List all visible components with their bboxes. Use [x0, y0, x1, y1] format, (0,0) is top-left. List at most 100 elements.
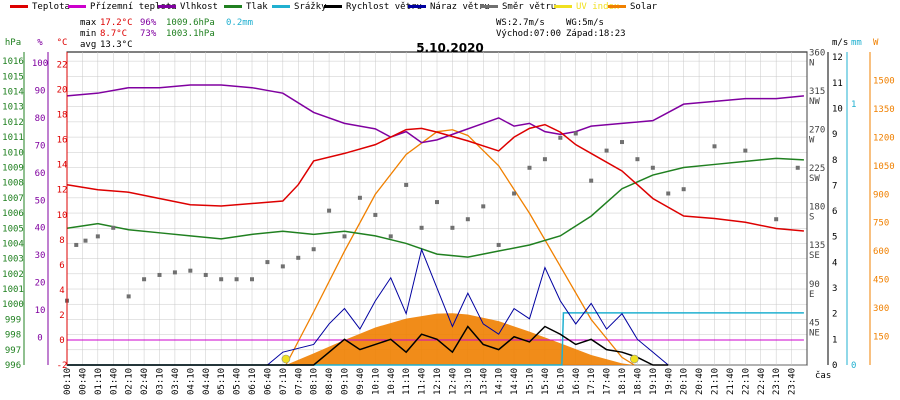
wind-dir-point: [419, 225, 424, 230]
legend-label: Přízemní teplota: [90, 2, 177, 12]
wind-dir-point: [589, 178, 594, 183]
legend-swatch: [408, 5, 426, 8]
ms-axis-tick-label: 9: [832, 130, 837, 140]
pct-axis-tick-label: 40: [35, 224, 46, 234]
legend-swatch: [324, 5, 342, 8]
x-tick-label: 05:10: [217, 368, 227, 395]
x-tick-label: 12:40: [448, 368, 458, 395]
stat-min-hum: 73%: [140, 29, 157, 39]
wind-dir-point: [712, 144, 717, 149]
series-wind-speed: [67, 325, 669, 366]
temp-axis-tick-label: -2: [57, 361, 68, 371]
mm-axis-tick-label: 0: [851, 361, 856, 371]
w-axis-tick-label: 750: [873, 219, 889, 229]
dir-axis-tick-label: 315: [809, 87, 825, 97]
ms-axis-tick-label: 11: [832, 79, 843, 89]
dir-axis-tick-label: 225: [809, 164, 825, 174]
pct-axis-tick-label: 50: [35, 196, 46, 206]
legend-swatch: [608, 5, 626, 8]
x-tick-label: 02:10: [125, 368, 135, 395]
stat-min-press: 1003.1hPa: [166, 29, 215, 39]
wind-dir-point: [542, 157, 547, 162]
temp-axis-tick-label: 10: [57, 211, 68, 221]
hpa-axis-tick-label: 1004: [2, 239, 24, 249]
hpa-axis-tick-label: 1010: [2, 148, 24, 158]
wind-dir-point: [74, 242, 79, 247]
wind-dir-point: [604, 148, 609, 153]
temp-axis-label: °C: [57, 38, 68, 48]
ms-axis-tick-label: 2: [832, 310, 837, 320]
x-axis-label: čas: [815, 370, 831, 381]
pct-axis-tick-label: 80: [35, 114, 46, 124]
pct-axis-tick-label: 70: [35, 141, 46, 151]
wind-dir-point: [795, 165, 800, 170]
ms-axis-tick-label: 8: [832, 156, 837, 166]
mm-axis-tick-label: 1: [851, 100, 856, 110]
stat-max-label: max: [80, 18, 97, 28]
legend-item-9: Solar: [608, 2, 657, 12]
wind-dir-point: [327, 208, 332, 213]
dir-axis-tick-label: S: [809, 213, 814, 223]
uv-marker: [281, 354, 291, 364]
wind-dir-point: [435, 200, 439, 205]
wind-dir-point: [219, 277, 224, 282]
hpa-axis-tick-label: 1008: [2, 179, 24, 189]
ms-axis-label: m/s: [832, 38, 848, 48]
x-tick-label: 22:10: [741, 368, 751, 395]
legend-label: Tlak: [246, 2, 268, 12]
wind-dir-point: [481, 204, 486, 209]
chart-title: 5.10.2020: [416, 41, 484, 55]
temp-axis-tick-label: 14: [57, 161, 68, 171]
ms-axis-tick-label: 7: [832, 181, 837, 191]
x-tick-label: 16:40: [572, 368, 582, 395]
x-tick-label: 11:10: [402, 368, 412, 395]
stat-avg-label: avg: [80, 40, 97, 50]
legend-item-8: UV index: [554, 2, 619, 12]
wind-dir-point: [342, 234, 347, 239]
wind-dir-point: [188, 268, 193, 273]
wind-dir-point: [681, 187, 686, 192]
w-axis-tick-label: 900: [873, 190, 889, 200]
legend-label: Solar: [630, 2, 658, 12]
wind-dir-point: [666, 191, 671, 196]
wind-dir-point: [620, 140, 624, 145]
hpa-axis-tick-label: 996: [5, 361, 21, 371]
wind-dir-point: [172, 270, 177, 275]
dir-axis-tick-label: NE: [809, 328, 820, 338]
x-tick-label: 17:10: [587, 368, 597, 395]
ms-axis-tick-label: 4: [832, 258, 837, 268]
x-tick-label: 18:40: [633, 368, 643, 395]
wind-dir-point: [95, 234, 100, 239]
wind-dir-point: [450, 225, 455, 230]
wind-dir-point: [111, 225, 116, 230]
x-tick-label: 02:40: [140, 368, 150, 395]
x-tick-label: 04:40: [202, 368, 212, 395]
x-tick-label: 09:10: [341, 368, 351, 395]
dir-axis-tick-label: 90: [809, 280, 820, 290]
wind-dir-point: [126, 294, 131, 299]
hpa-axis-tick-label: 998: [5, 331, 21, 341]
mm-axis-label: mm: [851, 38, 862, 48]
temp-axis-tick-label: 2: [59, 311, 64, 321]
stat-max-hum: 96%: [140, 18, 157, 28]
hpa-axis-label: hPa: [5, 38, 21, 48]
stat-max-press: 1009.6hPa: [166, 18, 215, 28]
legend-item-5: Rychlost větru: [324, 2, 422, 12]
legend-label: Náraz větru: [430, 2, 490, 12]
x-tick-label: 10:40: [387, 368, 397, 395]
wind-dir-point: [465, 217, 470, 222]
stat-min-label: min: [80, 29, 97, 39]
x-tick-label: 21:10: [711, 368, 721, 395]
legend-label: Srážky: [294, 2, 327, 12]
dir-axis-tick-label: 45: [809, 318, 820, 328]
hpa-axis-tick-label: 1012: [2, 118, 24, 128]
series-humidity: [66, 84, 804, 144]
hpa-axis-tick-label: 1009: [2, 163, 24, 173]
wind-dir-point: [357, 195, 362, 200]
dir-axis-tick-label: SW: [809, 174, 820, 184]
x-tick-label: 15:10: [526, 368, 536, 395]
x-tick-label: 13:40: [479, 368, 489, 395]
x-tick-label: 14:40: [510, 368, 520, 395]
ms-axis-tick-label: 6: [832, 207, 837, 217]
